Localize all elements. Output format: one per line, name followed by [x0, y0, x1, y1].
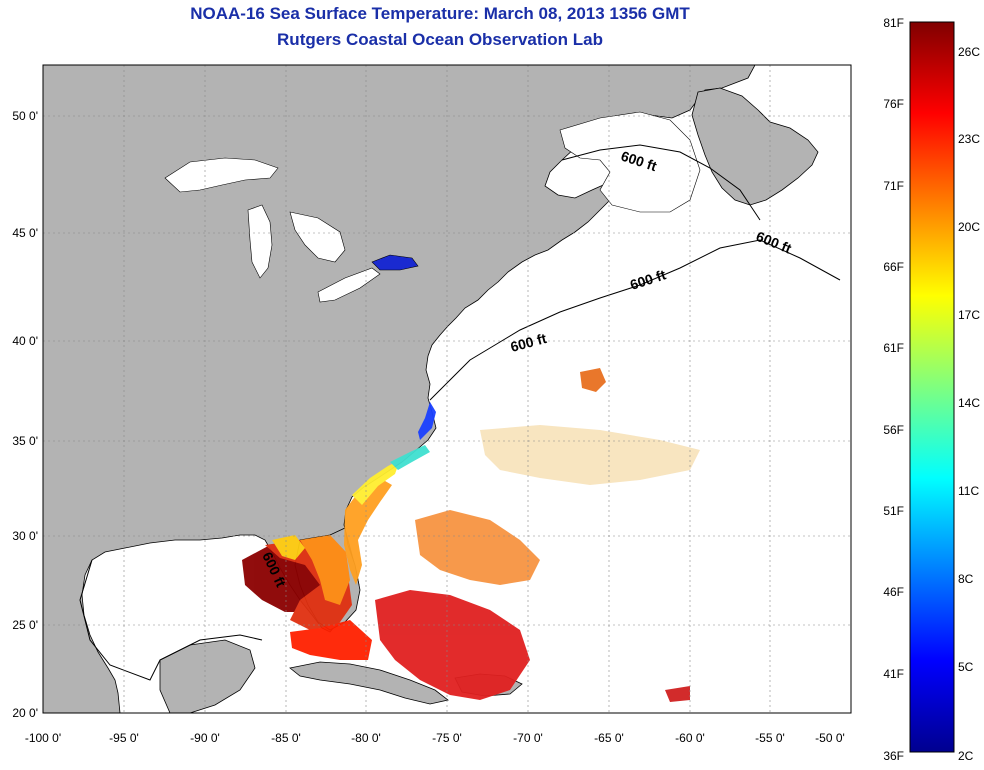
y-tick-label: 40 0': [12, 334, 38, 348]
y-tick-label: 45 0': [12, 226, 38, 240]
x-axis: -100 0' -95 0' -90 0' -85 0' -80 0' -75 …: [25, 731, 845, 745]
x-tick-label: -55 0': [755, 731, 785, 745]
colorbar-f-label: 56F: [883, 423, 904, 437]
x-tick-label: -65 0': [594, 731, 624, 745]
lake-superior: [164, 157, 279, 193]
lake-michigan: [247, 204, 273, 279]
lake-ontario: [371, 254, 419, 271]
land-yucatan: [159, 639, 256, 713]
colorbar-gradient: [909, 21, 955, 753]
colorbar-f-label: 51F: [883, 504, 904, 518]
x-tick-label: -90 0': [190, 731, 220, 745]
land-north-america: [43, 65, 756, 713]
colorbar: 81F 76F 71F 66F 61F 56F 51F 46F 41F 36F …: [883, 16, 980, 763]
colorbar-c-label: 14C: [958, 396, 980, 410]
colorbar-c-label: 17C: [958, 308, 980, 322]
y-tick-label: 50 0': [12, 109, 38, 123]
colorbar-c-label: 23C: [958, 132, 980, 146]
colorbar-f-label: 61F: [883, 341, 904, 355]
sst-gulf-stream: [242, 368, 700, 702]
lake-huron: [289, 211, 346, 263]
colorbar-c-label: 2C: [958, 749, 974, 763]
map-subtitle: Rutgers Coastal Ocean Observation Lab: [277, 30, 603, 49]
colorbar-f-label: 46F: [883, 585, 904, 599]
x-tick-label: -95 0': [109, 731, 139, 745]
colorbar-c-label: 5C: [958, 660, 974, 674]
y-tick-label: 35 0': [12, 434, 38, 448]
y-tick-label: 30 0': [12, 529, 38, 543]
lake-erie: [317, 267, 381, 303]
plot-frame: [42, 64, 852, 714]
colorbar-c-label: 26C: [958, 45, 980, 59]
colorbar-f-label: 76F: [883, 97, 904, 111]
colorbar-c-label: 20C: [958, 220, 980, 234]
x-tick-label: -100 0': [25, 731, 61, 745]
graticule: [43, 65, 851, 713]
map-title: NOAA-16 Sea Surface Temperature: March 0…: [190, 4, 690, 23]
x-tick-label: -85 0': [271, 731, 301, 745]
colorbar-f-label: 71F: [883, 179, 904, 193]
colorbar-f-label: 81F: [883, 16, 904, 30]
x-tick-label: -80 0': [351, 731, 381, 745]
y-tick-label: 25 0': [12, 618, 38, 632]
colorbar-f-label: 66F: [883, 260, 904, 274]
colorbar-f-label: 36F: [883, 749, 904, 763]
colorbar-f-label: 41F: [883, 667, 904, 681]
y-axis: 50 0' 45 0' 40 0' 35 0' 30 0' 25 0' 20 0…: [12, 109, 38, 720]
colorbar-c-label: 8C: [958, 572, 974, 586]
x-tick-label: -75 0': [432, 731, 462, 745]
x-tick-label: -70 0': [513, 731, 543, 745]
y-tick-label: 20 0': [12, 706, 38, 720]
x-tick-label: -50 0': [815, 731, 845, 745]
colorbar-c-label: 11C: [958, 484, 979, 498]
land-newfoundland: [691, 87, 819, 206]
x-tick-label: -60 0': [675, 731, 705, 745]
land-cuba: [289, 661, 449, 705]
bathymetry-contours: [79, 144, 841, 681]
